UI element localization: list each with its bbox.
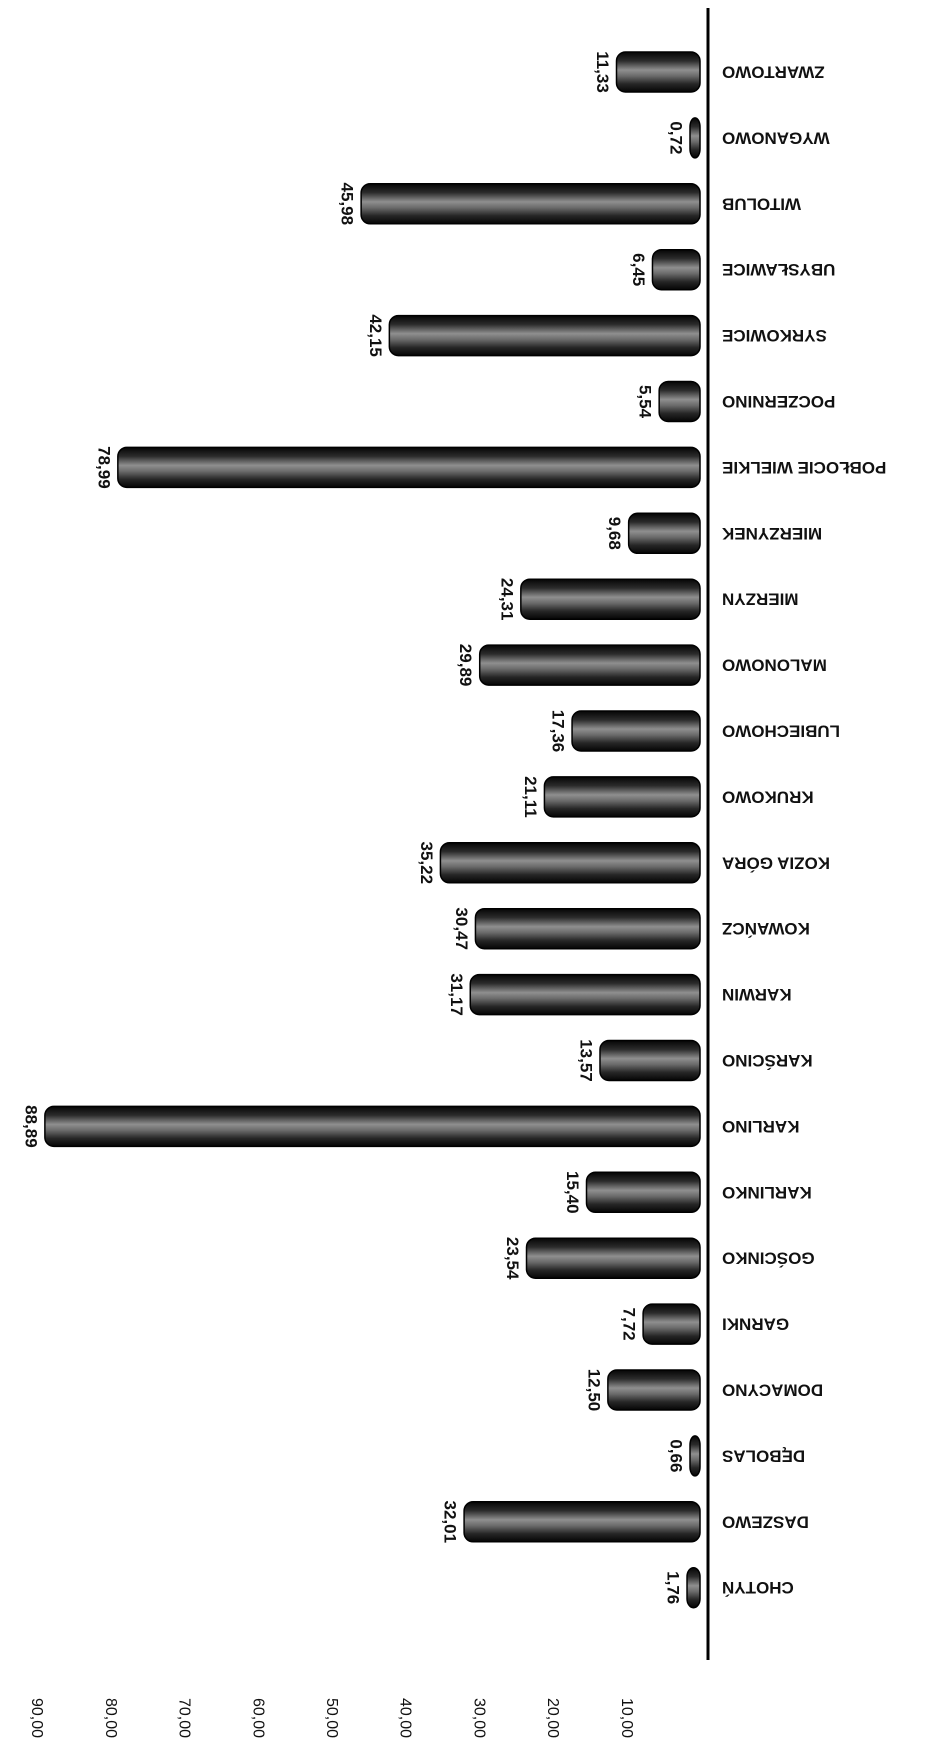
category-label: CHOTYŃ xyxy=(722,1578,794,1597)
value-label: 21,11 xyxy=(521,776,540,818)
category-label: POBŁOCIE WIELKIE xyxy=(722,458,886,477)
value-label: 31,17 xyxy=(447,973,466,1016)
value-label: 29,89 xyxy=(456,644,475,687)
value-tick-label: 20,00 xyxy=(544,1698,561,1738)
value-label: 6,45 xyxy=(629,253,648,286)
category-label: KOWAŃCZ xyxy=(722,919,810,938)
value-tick-label: 50,00 xyxy=(323,1698,340,1738)
category-labels-group: ZWARTOWO WYGANOWO WITOLUB UBYSŁAWICE SYRKOWI… xyxy=(721,63,886,1598)
category-label: MIERZYNEK xyxy=(721,524,822,543)
value-tick-label: 90,00 xyxy=(28,1698,45,1738)
bar xyxy=(543,776,701,818)
value-label: 0,72 xyxy=(667,121,686,154)
category-label: DOMACYNO xyxy=(722,1381,823,1400)
category-label: SYRKOWICE xyxy=(722,326,827,345)
bar xyxy=(360,183,701,225)
category-label: LUBIECHOWO xyxy=(722,722,840,741)
bar xyxy=(463,1501,701,1543)
value-label: 7,72 xyxy=(620,1308,639,1341)
bar xyxy=(474,907,701,950)
value-tick-label: 10,00 xyxy=(618,1698,635,1738)
category-label: DĘBOLAS xyxy=(722,1446,805,1465)
bar xyxy=(585,1171,701,1214)
bar xyxy=(599,1039,701,1082)
value-tick-label: 40,00 xyxy=(397,1698,414,1738)
value-label: 17,36 xyxy=(549,710,568,753)
value-label: 11,33 xyxy=(593,51,612,93)
value-label: 42,15 xyxy=(366,314,385,357)
category-label: POCZERNINO xyxy=(722,392,835,411)
category-label: KARŚCINO xyxy=(722,1051,813,1070)
value-label: 5,54 xyxy=(636,385,655,419)
value-label: 9,68 xyxy=(605,517,624,550)
value-label: 13,57 xyxy=(576,1039,595,1082)
value-tick-label: 30,00 xyxy=(470,1698,487,1738)
category-label: KARLINKO xyxy=(722,1183,812,1202)
value-tick-label: 80,00 xyxy=(102,1698,119,1738)
category-label: ZWARTOWO xyxy=(722,63,825,82)
value-tick-label: 70,00 xyxy=(176,1698,193,1738)
bar xyxy=(686,1566,701,1609)
bar xyxy=(615,51,701,93)
bar xyxy=(689,117,701,159)
category-label: DASZEWO xyxy=(722,1512,809,1531)
bar xyxy=(689,1435,701,1477)
bar xyxy=(117,446,701,489)
bar xyxy=(520,578,701,620)
category-label: UBYSŁAWICE xyxy=(722,260,835,279)
value-label: 0,66 xyxy=(667,1439,686,1472)
bar xyxy=(478,644,701,686)
category-label: GARNKI xyxy=(722,1315,789,1334)
value-label: 24,31 xyxy=(497,578,516,621)
value-labels-group: 11,33 0,72 45,98 6,45 42,15 5,54 78,99 9,68 24,3… xyxy=(21,51,685,1604)
category-label: KARWIN xyxy=(722,985,792,1004)
value-tick-label: 60,00 xyxy=(249,1698,266,1738)
value-label: 35,22 xyxy=(417,842,436,885)
bars-group xyxy=(44,51,701,1609)
value-label: 78,99 xyxy=(94,446,113,489)
bar xyxy=(627,512,701,555)
bar xyxy=(571,710,701,752)
category-label: MALONOWO xyxy=(722,656,827,675)
category-label: WYGANOWO xyxy=(722,128,830,147)
value-label: 32,01 xyxy=(441,1501,460,1544)
value-label: 30,47 xyxy=(452,907,471,950)
bar xyxy=(642,1303,701,1345)
bar xyxy=(469,973,701,1016)
value-label: 15,40 xyxy=(563,1171,582,1214)
category-label: MIERZYN xyxy=(722,590,799,609)
bar xyxy=(44,1105,701,1148)
bar xyxy=(607,1369,701,1411)
value-label: 1,76 xyxy=(664,1571,683,1604)
category-label: WITOLUB xyxy=(722,194,801,213)
category-label: KRUKOWO xyxy=(722,787,814,806)
value-label: 45,98 xyxy=(338,183,357,226)
category-label: GOŚCINKO xyxy=(722,1249,815,1268)
bar xyxy=(525,1237,701,1279)
value-axis-ticks-group: 10,00 20,00 30,00 40,00 50,00 60,00 70,00 80,00… xyxy=(28,1698,635,1738)
value-label: 23,54 xyxy=(503,1237,522,1280)
bar xyxy=(658,380,701,423)
category-label: KARLINO xyxy=(722,1117,799,1136)
bar xyxy=(651,248,701,291)
value-label: 88,89 xyxy=(21,1105,40,1148)
value-label: 12,50 xyxy=(584,1369,603,1412)
bar xyxy=(439,842,701,884)
bar xyxy=(388,314,701,357)
category-label: KOZIA GÓRA xyxy=(722,853,830,872)
